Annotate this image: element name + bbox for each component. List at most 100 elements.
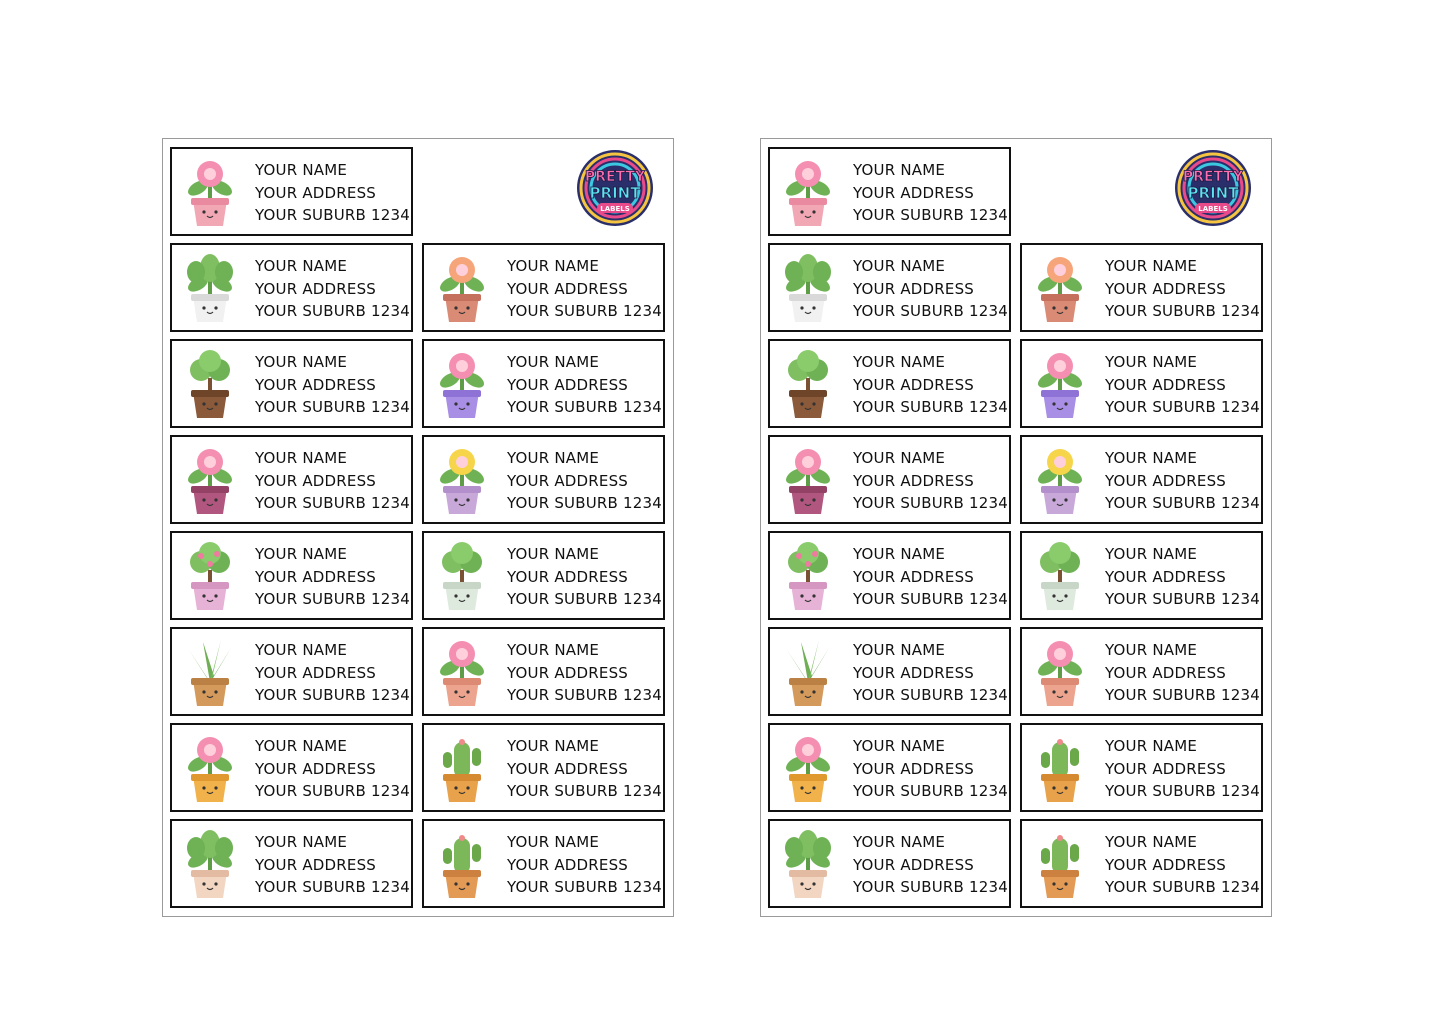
peach-flower-pot-icon (1031, 252, 1089, 324)
label-name: YOUR NAME (255, 257, 348, 275)
label-suburb: YOUR SUBURB 1234 (255, 302, 410, 320)
address-label: YOUR NAME YOUR ADDRESS YOUR SUBURB 1234 (422, 819, 665, 908)
label-suburb: YOUR SUBURB 1234 (853, 782, 1008, 800)
label-name: YOUR NAME (1105, 449, 1198, 467)
address-label: YOUR NAME YOUR ADDRESS YOUR SUBURB 1234 (768, 147, 1011, 236)
label-text: YOUR NAME YOUR ADDRESS YOUR SUBURB 1234 (1105, 543, 1260, 611)
label-text: YOUR NAME YOUR ADDRESS YOUR SUBURB 1234 (1105, 639, 1260, 707)
label-suburb: YOUR SUBURB 1234 (255, 398, 410, 416)
label-name: YOUR NAME (1105, 833, 1198, 851)
address-label: YOUR NAME YOUR ADDRESS YOUR SUBURB 1234 (422, 243, 665, 332)
address-label: YOUR NAME YOUR ADDRESS YOUR SUBURB 1234 (422, 723, 665, 812)
label-address: YOUR ADDRESS (853, 663, 975, 682)
address-label: YOUR NAME YOUR ADDRESS YOUR SUBURB 1234 (170, 339, 413, 428)
label-text: YOUR NAME YOUR ADDRESS YOUR SUBURB 1234 (853, 351, 1008, 419)
pink-blossom-pot-icon (1031, 636, 1089, 708)
pretty-print-labels-logo: PRETTY PRINT LABELS (1167, 147, 1259, 229)
leafy-plant-white-pot-icon (181, 252, 239, 324)
address-label: YOUR NAME YOUR ADDRESS YOUR SUBURB 1234 (170, 531, 413, 620)
address-label: YOUR NAME YOUR ADDRESS YOUR SUBURB 1234 (1020, 819, 1263, 908)
label-name: YOUR NAME (255, 641, 348, 659)
label-address: YOUR ADDRESS (1105, 279, 1227, 298)
label-address: YOUR ADDRESS (853, 855, 975, 874)
address-label: YOUR NAME YOUR ADDRESS YOUR SUBURB 1234 (768, 819, 1011, 908)
label-sheet: PRETTY PRINT LABELS YOUR NAME YOUR ADDRES… (760, 138, 1272, 917)
label-text: YOUR NAME YOUR ADDRESS YOUR SUBURB 1234 (853, 543, 1008, 611)
label-address: YOUR ADDRESS (1105, 471, 1227, 490)
label-name: YOUR NAME (853, 545, 946, 563)
pink-rose-pot-icon (779, 156, 837, 228)
label-name: YOUR NAME (507, 449, 600, 467)
label-text: YOUR NAME YOUR ADDRESS YOUR SUBURB 1234 (255, 351, 410, 419)
label-name: YOUR NAME (1105, 257, 1198, 275)
label-text: YOUR NAME YOUR ADDRESS YOUR SUBURB 1234 (853, 639, 1008, 707)
pink-flower-purple-pot-icon (1031, 348, 1089, 420)
label-text: YOUR NAME YOUR ADDRESS YOUR SUBURB 1234 (1105, 831, 1260, 899)
label-address: YOUR ADDRESS (1105, 663, 1227, 682)
round-cactus-icon (1031, 828, 1089, 900)
address-label: YOUR NAME YOUR ADDRESS YOUR SUBURB 1234 (768, 435, 1011, 524)
bonsai-tree-icon (779, 348, 837, 420)
yellow-flower-pot-icon (1031, 444, 1089, 516)
label-name: YOUR NAME (507, 737, 600, 755)
label-address: YOUR ADDRESS (255, 375, 377, 394)
label-name: YOUR NAME (507, 257, 600, 275)
pink-bloom-pot-icon (779, 444, 837, 516)
label-suburb: YOUR SUBURB 1234 (507, 398, 662, 416)
label-name: YOUR NAME (853, 737, 946, 755)
label-text: YOUR NAME YOUR ADDRESS YOUR SUBURB 1234 (255, 639, 410, 707)
label-address: YOUR ADDRESS (1105, 375, 1227, 394)
address-label: YOUR NAME YOUR ADDRESS YOUR SUBURB 1234 (170, 243, 413, 332)
label-text: YOUR NAME YOUR ADDRESS YOUR SUBURB 1234 (255, 831, 410, 899)
label-text: YOUR NAME YOUR ADDRESS YOUR SUBURB 1234 (507, 447, 662, 515)
address-label: YOUR NAME YOUR ADDRESS YOUR SUBURB 1234 (1020, 435, 1263, 524)
label-suburb: YOUR SUBURB 1234 (1105, 302, 1260, 320)
label-text: YOUR NAME YOUR ADDRESS YOUR SUBURB 1234 (507, 255, 662, 323)
label-address: YOUR ADDRESS (853, 183, 975, 202)
label-address: YOUR ADDRESS (853, 375, 975, 394)
label-address: YOUR ADDRESS (853, 471, 975, 490)
label-name: YOUR NAME (507, 833, 600, 851)
label-text: YOUR NAME YOUR ADDRESS YOUR SUBURB 1234 (507, 543, 662, 611)
label-text: YOUR NAME YOUR ADDRESS YOUR SUBURB 1234 (507, 639, 662, 707)
pink-flower-yellow-pot-icon (779, 732, 837, 804)
label-address: YOUR ADDRESS (1105, 855, 1227, 874)
peach-flower-pot-icon (433, 252, 491, 324)
svg-text:PRETTY: PRETTY (1183, 169, 1244, 185)
label-sheet: PRETTY PRINT LABELS YOUR NAME YOUR ADDRES… (162, 138, 674, 917)
svg-text:PRINT: PRINT (590, 184, 642, 202)
label-suburb: YOUR SUBURB 1234 (255, 782, 410, 800)
label-name: YOUR NAME (853, 353, 946, 371)
pretty-print-labels-logo: PRETTY PRINT LABELS (569, 147, 661, 229)
label-suburb: YOUR SUBURB 1234 (507, 494, 662, 512)
label-address: YOUR ADDRESS (507, 567, 629, 586)
label-name: YOUR NAME (255, 353, 348, 371)
flowering-shrub-icon (181, 540, 239, 612)
label-text: YOUR NAME YOUR ADDRESS YOUR SUBURB 1234 (853, 255, 1008, 323)
label-name: YOUR NAME (255, 161, 348, 179)
address-label: YOUR NAME YOUR ADDRESS YOUR SUBURB 1234 (170, 819, 413, 908)
label-text: YOUR NAME YOUR ADDRESS YOUR SUBURB 1234 (255, 735, 410, 803)
label-suburb: YOUR SUBURB 1234 (853, 206, 1008, 224)
label-address: YOUR ADDRESS (507, 471, 629, 490)
label-suburb: YOUR SUBURB 1234 (1105, 590, 1260, 608)
label-address: YOUR ADDRESS (255, 663, 377, 682)
address-label: YOUR NAME YOUR ADDRESS YOUR SUBURB 1234 (768, 531, 1011, 620)
label-name: YOUR NAME (853, 449, 946, 467)
label-text: YOUR NAME YOUR ADDRESS YOUR SUBURB 1234 (1105, 351, 1260, 419)
label-suburb: YOUR SUBURB 1234 (1105, 686, 1260, 704)
label-address: YOUR ADDRESS (255, 567, 377, 586)
label-suburb: YOUR SUBURB 1234 (507, 878, 662, 896)
label-address: YOUR ADDRESS (255, 471, 377, 490)
label-text: YOUR NAME YOUR ADDRESS YOUR SUBURB 1234 (507, 831, 662, 899)
pink-bloom-pot-icon (181, 444, 239, 516)
label-address: YOUR ADDRESS (255, 279, 377, 298)
pink-rose-pot-icon (181, 156, 239, 228)
label-address: YOUR ADDRESS (853, 567, 975, 586)
address-label: YOUR NAME YOUR ADDRESS YOUR SUBURB 1234 (422, 531, 665, 620)
label-suburb: YOUR SUBURB 1234 (507, 302, 662, 320)
leafy-plant-white-pot-icon (779, 252, 837, 324)
cactus-icon (433, 732, 491, 804)
label-suburb: YOUR SUBURB 1234 (507, 590, 662, 608)
label-name: YOUR NAME (1105, 545, 1198, 563)
